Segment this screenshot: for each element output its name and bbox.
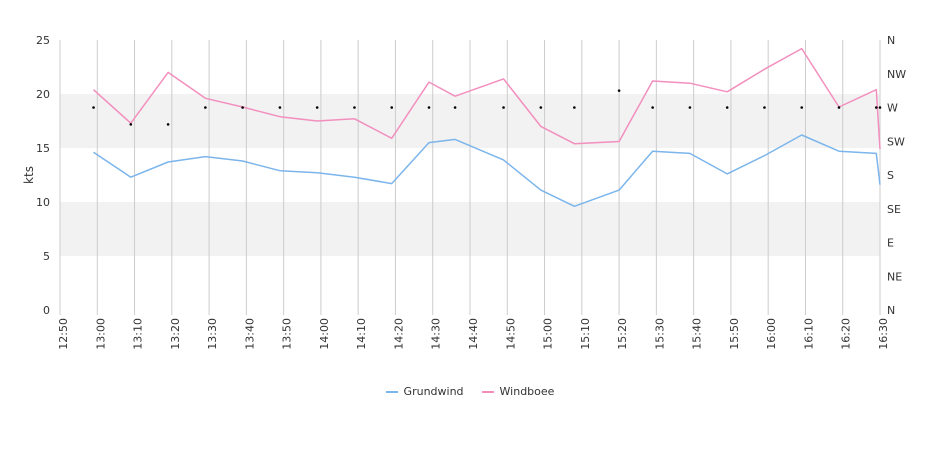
direction-tick-label: N <box>887 304 895 317</box>
direction-point-15 <box>651 106 654 109</box>
x-tick-label: 14:40 <box>467 318 480 350</box>
y-tick-label: 25 <box>36 34 50 47</box>
direction-tick-label: NE <box>887 270 902 283</box>
direction-point-2 <box>166 123 170 126</box>
direction-point-0 <box>92 106 95 109</box>
y-tick-label: 0 <box>43 304 50 317</box>
x-tick-label: 14:10 <box>355 318 368 350</box>
direction-point-13 <box>573 106 576 109</box>
x-tick-label: 14:50 <box>504 318 517 350</box>
direction-point-18 <box>763 106 766 109</box>
x-tick-label: 16:10 <box>802 318 815 350</box>
direction-tick-label: W <box>887 102 898 115</box>
vertical-gridlines <box>59 40 881 315</box>
series-line-windboee <box>92 47 881 150</box>
x-tick-label: 13:50 <box>281 318 294 350</box>
x-tick-label: 15:20 <box>616 318 629 350</box>
direction-tick-label: S <box>887 169 894 182</box>
legend-item-grundwind[interactable]: Grundwind <box>385 385 464 398</box>
y-axis-labels: 0 5 10 15 20 25 <box>36 34 50 317</box>
x-tick-label: 14:20 <box>392 318 405 350</box>
series-lines <box>92 47 881 208</box>
direction-tick-label: SW <box>887 135 905 148</box>
direction-markers <box>92 89 882 126</box>
direction-point-3 <box>204 106 207 109</box>
direction-point-5 <box>278 106 282 109</box>
legend-swatch-windboee <box>481 390 494 393</box>
direction-tick-label: NW <box>887 68 906 81</box>
legend: Grundwind Windboee <box>0 385 940 398</box>
legend-swatch-grundwind <box>385 390 398 393</box>
x-tick-label: 14:00 <box>318 318 331 350</box>
x-tick-label: 15:50 <box>728 318 741 350</box>
direction-point-4 <box>241 106 244 109</box>
x-tick-label: 13:30 <box>206 318 219 350</box>
direction-point-12 <box>539 106 543 109</box>
direction-tick-label: E <box>887 237 894 250</box>
direction-point-19 <box>800 106 804 109</box>
direction-point-8 <box>390 106 394 109</box>
x-tick-label: 16:00 <box>765 318 778 350</box>
legend-item-windboee[interactable]: Windboee <box>481 385 555 398</box>
x-tick-label: 15:40 <box>691 318 704 350</box>
x-tick-label: 13:40 <box>243 318 256 350</box>
x-tick-label: 13:10 <box>132 318 145 350</box>
y-axis-title: kts <box>22 166 36 184</box>
direction-tick-label: SE <box>887 203 901 216</box>
direction-point-6 <box>315 106 319 109</box>
direction-tick-label: N <box>887 34 895 47</box>
direction-point-11 <box>502 106 505 109</box>
y-tick-label: 15 <box>36 142 50 155</box>
x-tick-label: 13:20 <box>169 318 182 350</box>
y-tick-label: 5 <box>43 250 50 263</box>
x-tick-label: 15:10 <box>579 318 592 350</box>
x-tick-label: 13:00 <box>94 318 107 350</box>
x-tick-label: 14:30 <box>430 318 443 350</box>
legend-label-grundwind: Grundwind <box>403 385 464 398</box>
direction-point-10 <box>453 106 457 109</box>
x-tick-label: 12:50 <box>57 318 70 350</box>
direction-axis-labels: N NE E SE S SW W NW N <box>887 34 906 317</box>
series-line-grundwind <box>93 134 881 208</box>
direction-point-16 <box>688 106 692 109</box>
direction-point-9 <box>427 106 431 109</box>
legend-label-windboee: Windboee <box>499 385 555 398</box>
direction-point-14 <box>617 89 621 92</box>
direction-point-17 <box>725 106 729 109</box>
x-tick-label: 16:30 <box>877 318 890 350</box>
x-axis-labels: 12:50 13:00 13:10 13:20 13:30 13:40 13:50 14:00… <box>57 318 890 350</box>
direction-point-20 <box>837 106 841 109</box>
direction-point-7 <box>353 106 356 109</box>
y-tick-label: 10 <box>36 196 50 209</box>
x-tick-label: 15:00 <box>542 318 555 350</box>
direction-point-22 <box>878 106 882 109</box>
x-tick-label: 16:20 <box>840 318 853 350</box>
direction-point-1 <box>129 123 133 126</box>
y-tick-label: 20 <box>36 88 50 101</box>
x-tick-label: 15:30 <box>653 318 666 350</box>
direction-point-21 <box>874 106 878 109</box>
